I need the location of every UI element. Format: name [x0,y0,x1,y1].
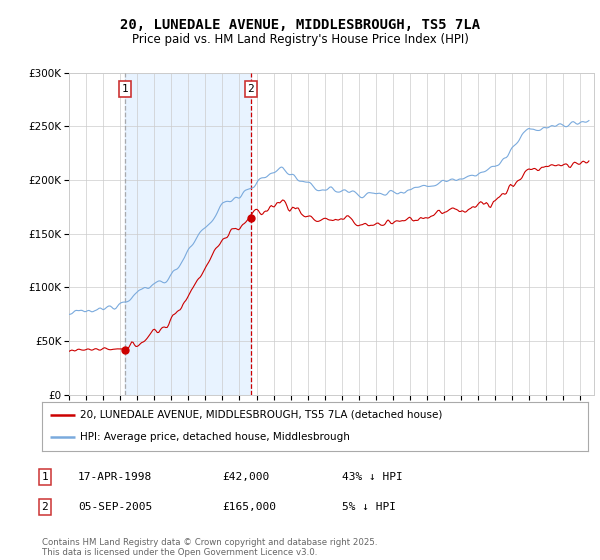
Bar [125,73,251,395]
Text: 20, LUNEDALE AVENUE, MIDDLESBROUGH, TS5 7LA: 20, LUNEDALE AVENUE, MIDDLESBROUGH, TS5 … [120,18,480,32]
Text: 5% ↓ HPI: 5% ↓ HPI [342,502,396,512]
Text: Contains HM Land Registry data © Crown copyright and database right 2025.
This d: Contains HM Land Registry data © Crown c… [42,538,377,557]
Text: £165,000: £165,000 [222,502,276,512]
Text: Price paid vs. HM Land Registry's House Price Index (HPI): Price paid vs. HM Land Registry's House … [131,34,469,46]
Text: 17-APR-1998: 17-APR-1998 [78,472,152,482]
Text: 2: 2 [248,84,254,94]
Text: 43% ↓ HPI: 43% ↓ HPI [342,472,403,482]
Text: HPI: Average price, detached house, Middlesbrough: HPI: Average price, detached house, Midd… [80,432,350,442]
Text: 20, LUNEDALE AVENUE, MIDDLESBROUGH, TS5 7LA (detached house): 20, LUNEDALE AVENUE, MIDDLESBROUGH, TS5 … [80,410,443,420]
Text: 1: 1 [41,472,49,482]
Text: £42,000: £42,000 [222,472,269,482]
Text: 2: 2 [41,502,49,512]
Text: 1: 1 [122,84,128,94]
Text: 05-SEP-2005: 05-SEP-2005 [78,502,152,512]
